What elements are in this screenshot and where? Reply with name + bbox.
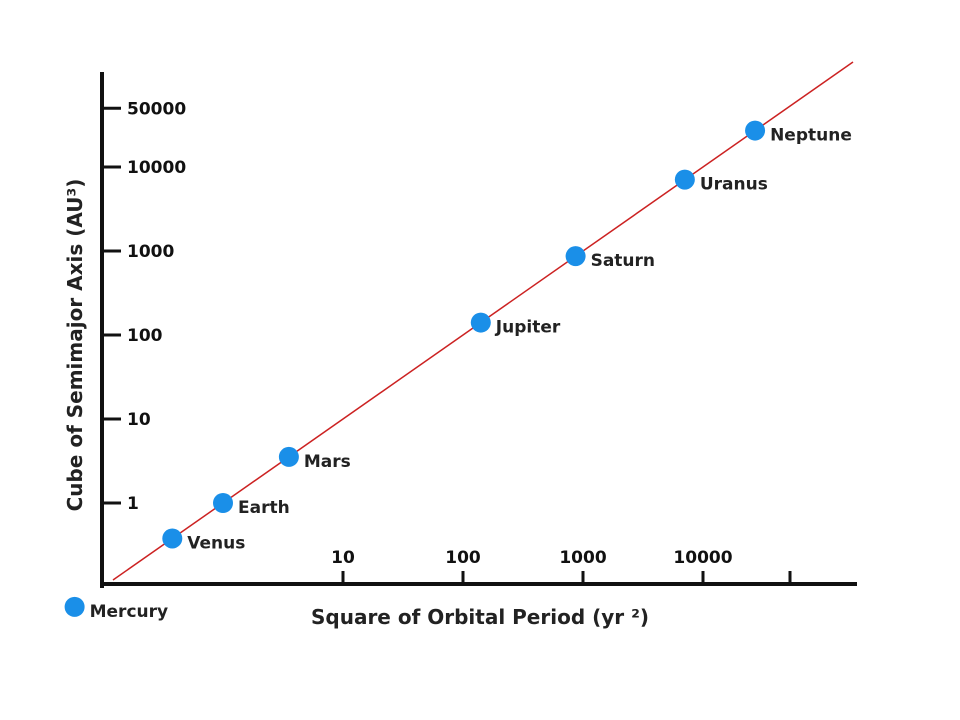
- point-label-neptune: Neptune: [770, 126, 852, 146]
- point-label-mars: Mars: [304, 452, 351, 472]
- data-point-venus: [162, 528, 183, 549]
- data-points: Mercury Venus Earth Mars Jupiter Saturn Uranus…: [64, 120, 852, 622]
- y-tick-label: 100: [127, 326, 163, 346]
- point-label-jupiter: Jupiter: [495, 318, 561, 338]
- data-point-mars: [278, 446, 299, 467]
- y-tick-label: 10: [127, 410, 151, 430]
- data-point-uranus: [674, 169, 695, 190]
- x-tick-label: 10: [331, 548, 355, 568]
- x-ticks: 10 100 1000 10000: [331, 548, 792, 584]
- x-tick-label: 100: [445, 548, 481, 568]
- y-tick-label: 50000: [127, 99, 186, 119]
- point-label-venus: Venus: [187, 533, 245, 553]
- point-label-saturn: Saturn: [591, 251, 655, 271]
- data-point-saturn: [565, 246, 586, 267]
- data-point-mercury: [64, 596, 85, 617]
- y-tick-label: 1: [127, 494, 139, 514]
- y-tick-label: 1000: [127, 242, 174, 262]
- data-point-jupiter: [470, 312, 491, 333]
- data-point-neptune: [745, 120, 766, 141]
- x-tick-label: 10000: [673, 548, 732, 568]
- y-axis-title: Cube of Semimajor Axis (AU³): [63, 179, 87, 512]
- point-label-uranus: Uranus: [700, 175, 768, 195]
- point-label-mercury: Mercury: [90, 602, 168, 622]
- y-tick-label: 10000: [127, 158, 186, 178]
- y-ticks: 1 10 100 1000 10000 50000: [102, 99, 186, 514]
- y-axis: 1 10 100 1000 10000 50000: [100, 72, 186, 588]
- data-point-earth: [213, 493, 233, 513]
- x-tick-label: 1000: [559, 548, 606, 568]
- point-label-earth: Earth: [238, 498, 290, 518]
- x-axis: 10 100 1000 10000: [100, 548, 857, 586]
- x-axis-title: Square of Orbital Period (yr ²): [311, 605, 649, 629]
